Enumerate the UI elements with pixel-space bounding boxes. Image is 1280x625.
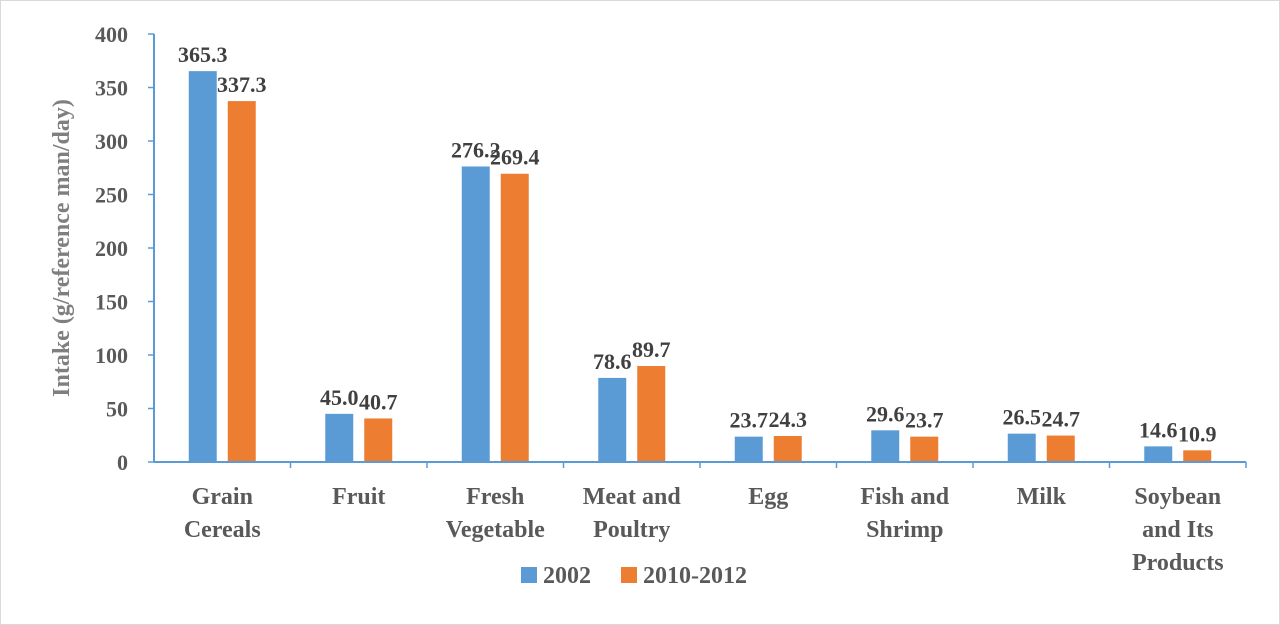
legend-label: 2002 xyxy=(543,563,591,589)
y-tick-label: 300 xyxy=(95,129,128,154)
category-label: Cereals xyxy=(184,517,261,543)
bar xyxy=(188,71,217,462)
y-tick-label: 250 xyxy=(95,183,128,208)
legend-label: 2010-2012 xyxy=(643,563,747,589)
data-label: 26.5 xyxy=(1003,405,1042,430)
legend-swatch xyxy=(521,567,537,583)
data-label: 337.3 xyxy=(217,72,267,97)
category-label: Milk xyxy=(1017,484,1067,510)
data-label: 24.3 xyxy=(769,407,808,432)
category-label: Fish and xyxy=(860,484,949,510)
category-label: Poultry xyxy=(593,517,670,543)
y-axis-title-group: Intake (g/reference man/day) xyxy=(49,99,75,397)
data-label: 269.4 xyxy=(490,145,540,170)
bar xyxy=(461,166,490,462)
data-label: 40.7 xyxy=(359,389,398,414)
axes-group xyxy=(148,33,1247,468)
bar xyxy=(871,430,900,462)
data-label: 78.6 xyxy=(593,349,632,374)
y-tick-labels: 0 50 100 150 200 250 300 350 400 xyxy=(95,22,128,475)
category-label: and Its xyxy=(1142,517,1213,543)
category-label: Products xyxy=(1132,550,1224,576)
category-labels: Grain Cereals Fruit Fresh Vegetable Meat and P… xyxy=(184,484,1224,576)
data-label: 29.6 xyxy=(866,401,905,426)
data-label: 23.7 xyxy=(730,408,769,433)
bar xyxy=(500,173,529,462)
bar xyxy=(734,436,763,462)
y-tick-label: 200 xyxy=(95,236,128,261)
y-tick-label: 400 xyxy=(95,22,128,47)
bar xyxy=(364,418,393,462)
bar xyxy=(1183,450,1212,462)
bar xyxy=(1144,446,1173,462)
bar xyxy=(773,435,802,462)
bar xyxy=(1007,433,1036,462)
data-label: 10.9 xyxy=(1178,421,1217,446)
y-tick-label: 150 xyxy=(95,290,128,315)
bar xyxy=(325,413,354,462)
data-label: 365.3 xyxy=(178,42,228,67)
category-label: Egg xyxy=(748,484,788,510)
y-tick-label: 50 xyxy=(106,397,128,422)
legend: 2002 2010-2012 xyxy=(521,563,747,589)
data-label: 24.7 xyxy=(1042,407,1081,432)
data-label: 23.7 xyxy=(905,408,944,433)
data-label: 14.6 xyxy=(1139,417,1178,442)
data-label: 45.0 xyxy=(320,385,359,410)
y-tick-label: 100 xyxy=(95,343,128,368)
category-label: Soybean xyxy=(1134,484,1221,510)
bar xyxy=(227,101,256,463)
data-label: 276.2 xyxy=(451,137,501,162)
y-axis-title: Intake (g/reference man/day) xyxy=(49,99,75,397)
bar xyxy=(598,377,627,462)
category-label: Vegetable xyxy=(446,517,545,543)
category-label: Shrimp xyxy=(866,517,943,543)
category-label: Fresh xyxy=(466,484,524,510)
category-label: Fruit xyxy=(332,484,385,510)
category-label: Grain xyxy=(192,484,253,510)
y-tick-label: 0 xyxy=(117,450,128,475)
bars-group xyxy=(188,71,1212,463)
bar xyxy=(910,436,939,462)
legend-swatch xyxy=(621,567,637,583)
y-tick-label: 350 xyxy=(95,76,128,101)
category-label: Meat and xyxy=(583,484,682,510)
data-label: 89.7 xyxy=(632,337,671,362)
bar xyxy=(637,366,666,462)
bar xyxy=(1046,435,1075,462)
